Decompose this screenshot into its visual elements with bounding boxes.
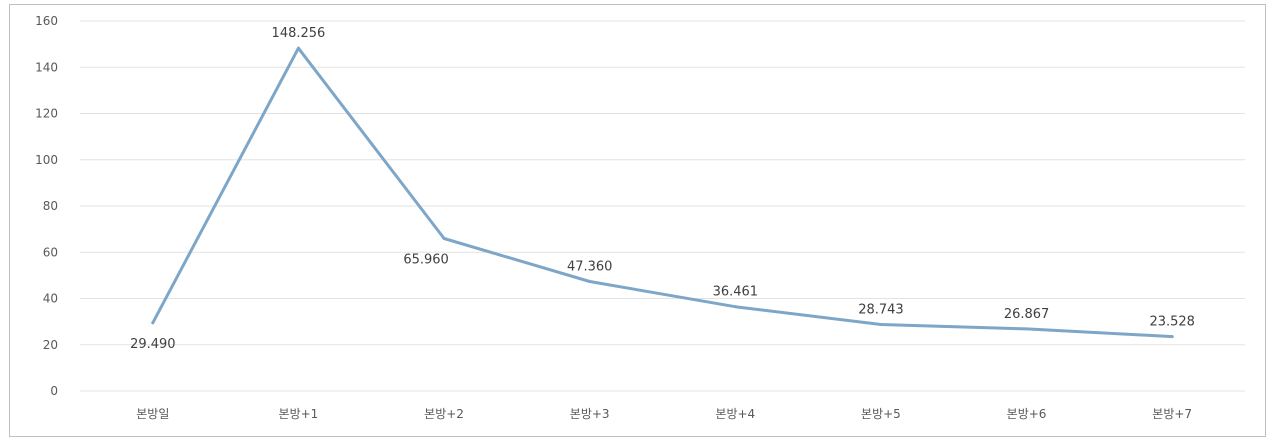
x-tick-label: 본방+5 [861,407,901,421]
data-labels: 29.490 148.256 65.960 47.360 36.461 28.743 26.… [130,26,1195,352]
data-label: 47.360 [567,259,613,274]
x-tick-label: 본방+3 [570,407,610,421]
data-point [1025,327,1029,331]
data-label: 65.960 [403,252,449,267]
data-point [733,305,737,309]
data-point [151,321,155,325]
data-point [296,46,300,50]
data-point [1170,335,1174,339]
x-tick-label: 본방+2 [424,407,464,421]
series-group [151,46,1174,339]
y-tick-label: 160 [35,14,58,28]
chart-frame [9,4,1266,437]
x-tick-label: 본방+1 [279,407,319,421]
data-label: 26.867 [1004,307,1050,322]
gridlines [80,20,1245,392]
data-point [442,236,446,240]
y-tick-label: 40 [43,292,58,306]
data-point [879,323,883,327]
y-tick-label: 20 [43,338,58,352]
y-tick-label: 120 [35,107,58,121]
data-point [588,279,592,283]
y-tick-label: 100 [35,153,58,167]
data-label: 28.743 [858,303,904,318]
x-tick-label: 본방+6 [1007,407,1047,421]
y-axis-ticks: 0 20 40 60 80 100 120 140 160 [35,14,58,398]
series-line [151,46,1174,339]
x-axis-ticks: 본방일 본방+1 본방+2 본방+3 본방+4 본방+5 본방+6 본방+7 [136,407,1192,421]
y-tick-label: 0 [50,384,58,398]
x-tick-label: 본방+4 [715,407,755,421]
data-label: 148.256 [272,26,326,41]
y-tick-label: 80 [43,199,58,213]
data-label: 23.528 [1149,315,1195,330]
x-tick-label: 본방+7 [1152,407,1192,421]
y-tick-label: 140 [35,60,58,74]
data-label: 29.490 [130,337,176,352]
x-tick-label: 본방일 [136,407,169,421]
data-label: 36.461 [713,285,759,300]
y-tick-label: 60 [43,245,58,259]
